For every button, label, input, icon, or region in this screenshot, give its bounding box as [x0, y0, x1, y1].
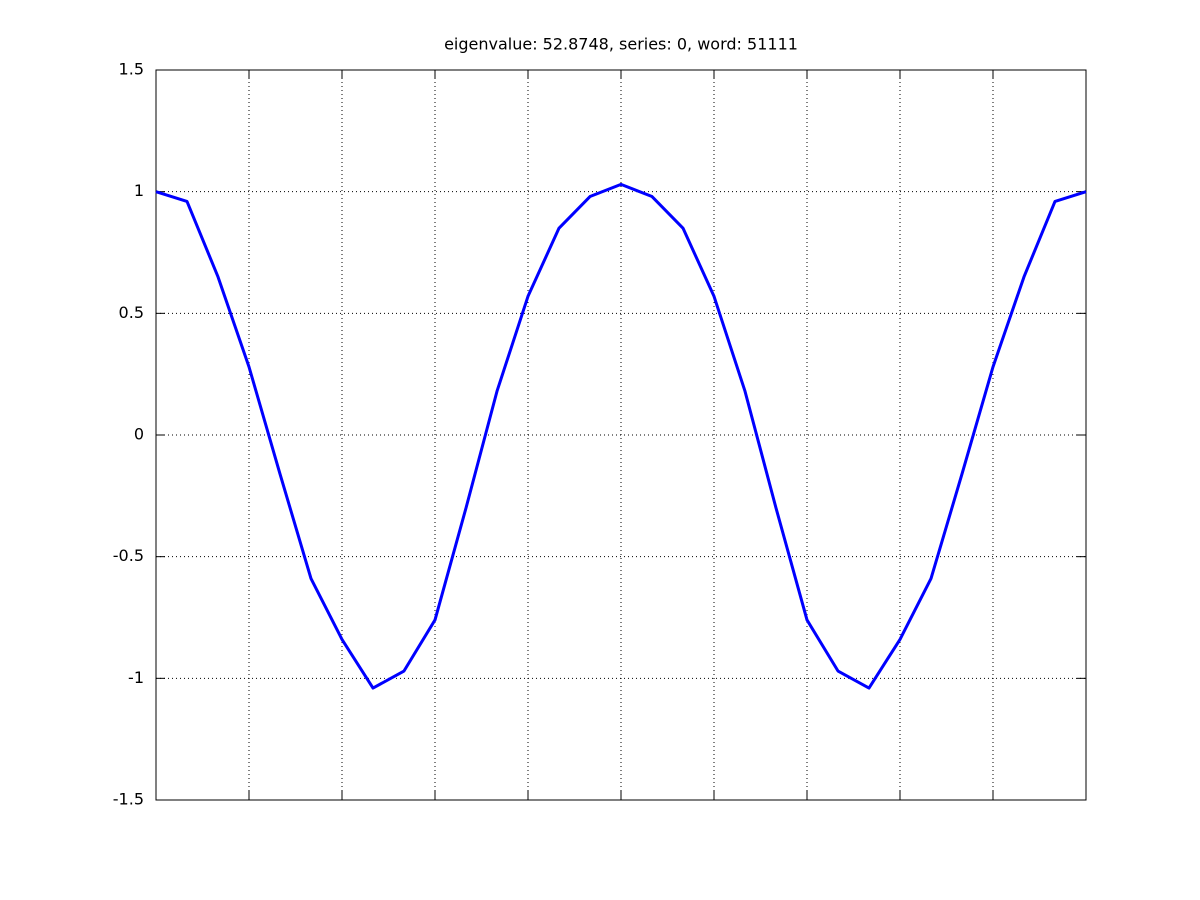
chart-title: eigenvalue: 52.8748, series: 0, word: 51…	[444, 35, 798, 54]
y-tick-label: 1.5	[119, 60, 144, 79]
y-tick-label: 0.5	[119, 303, 144, 322]
axes-box	[155, 69, 1087, 801]
y-tick-label: -0.5	[113, 546, 144, 565]
y-tick-label: 1	[134, 181, 144, 200]
y-tick-label: -1.5	[113, 790, 144, 809]
y-tick-label: 0	[134, 425, 144, 444]
data-line	[155, 182, 1087, 690]
y-tick-label: -1	[128, 668, 144, 687]
